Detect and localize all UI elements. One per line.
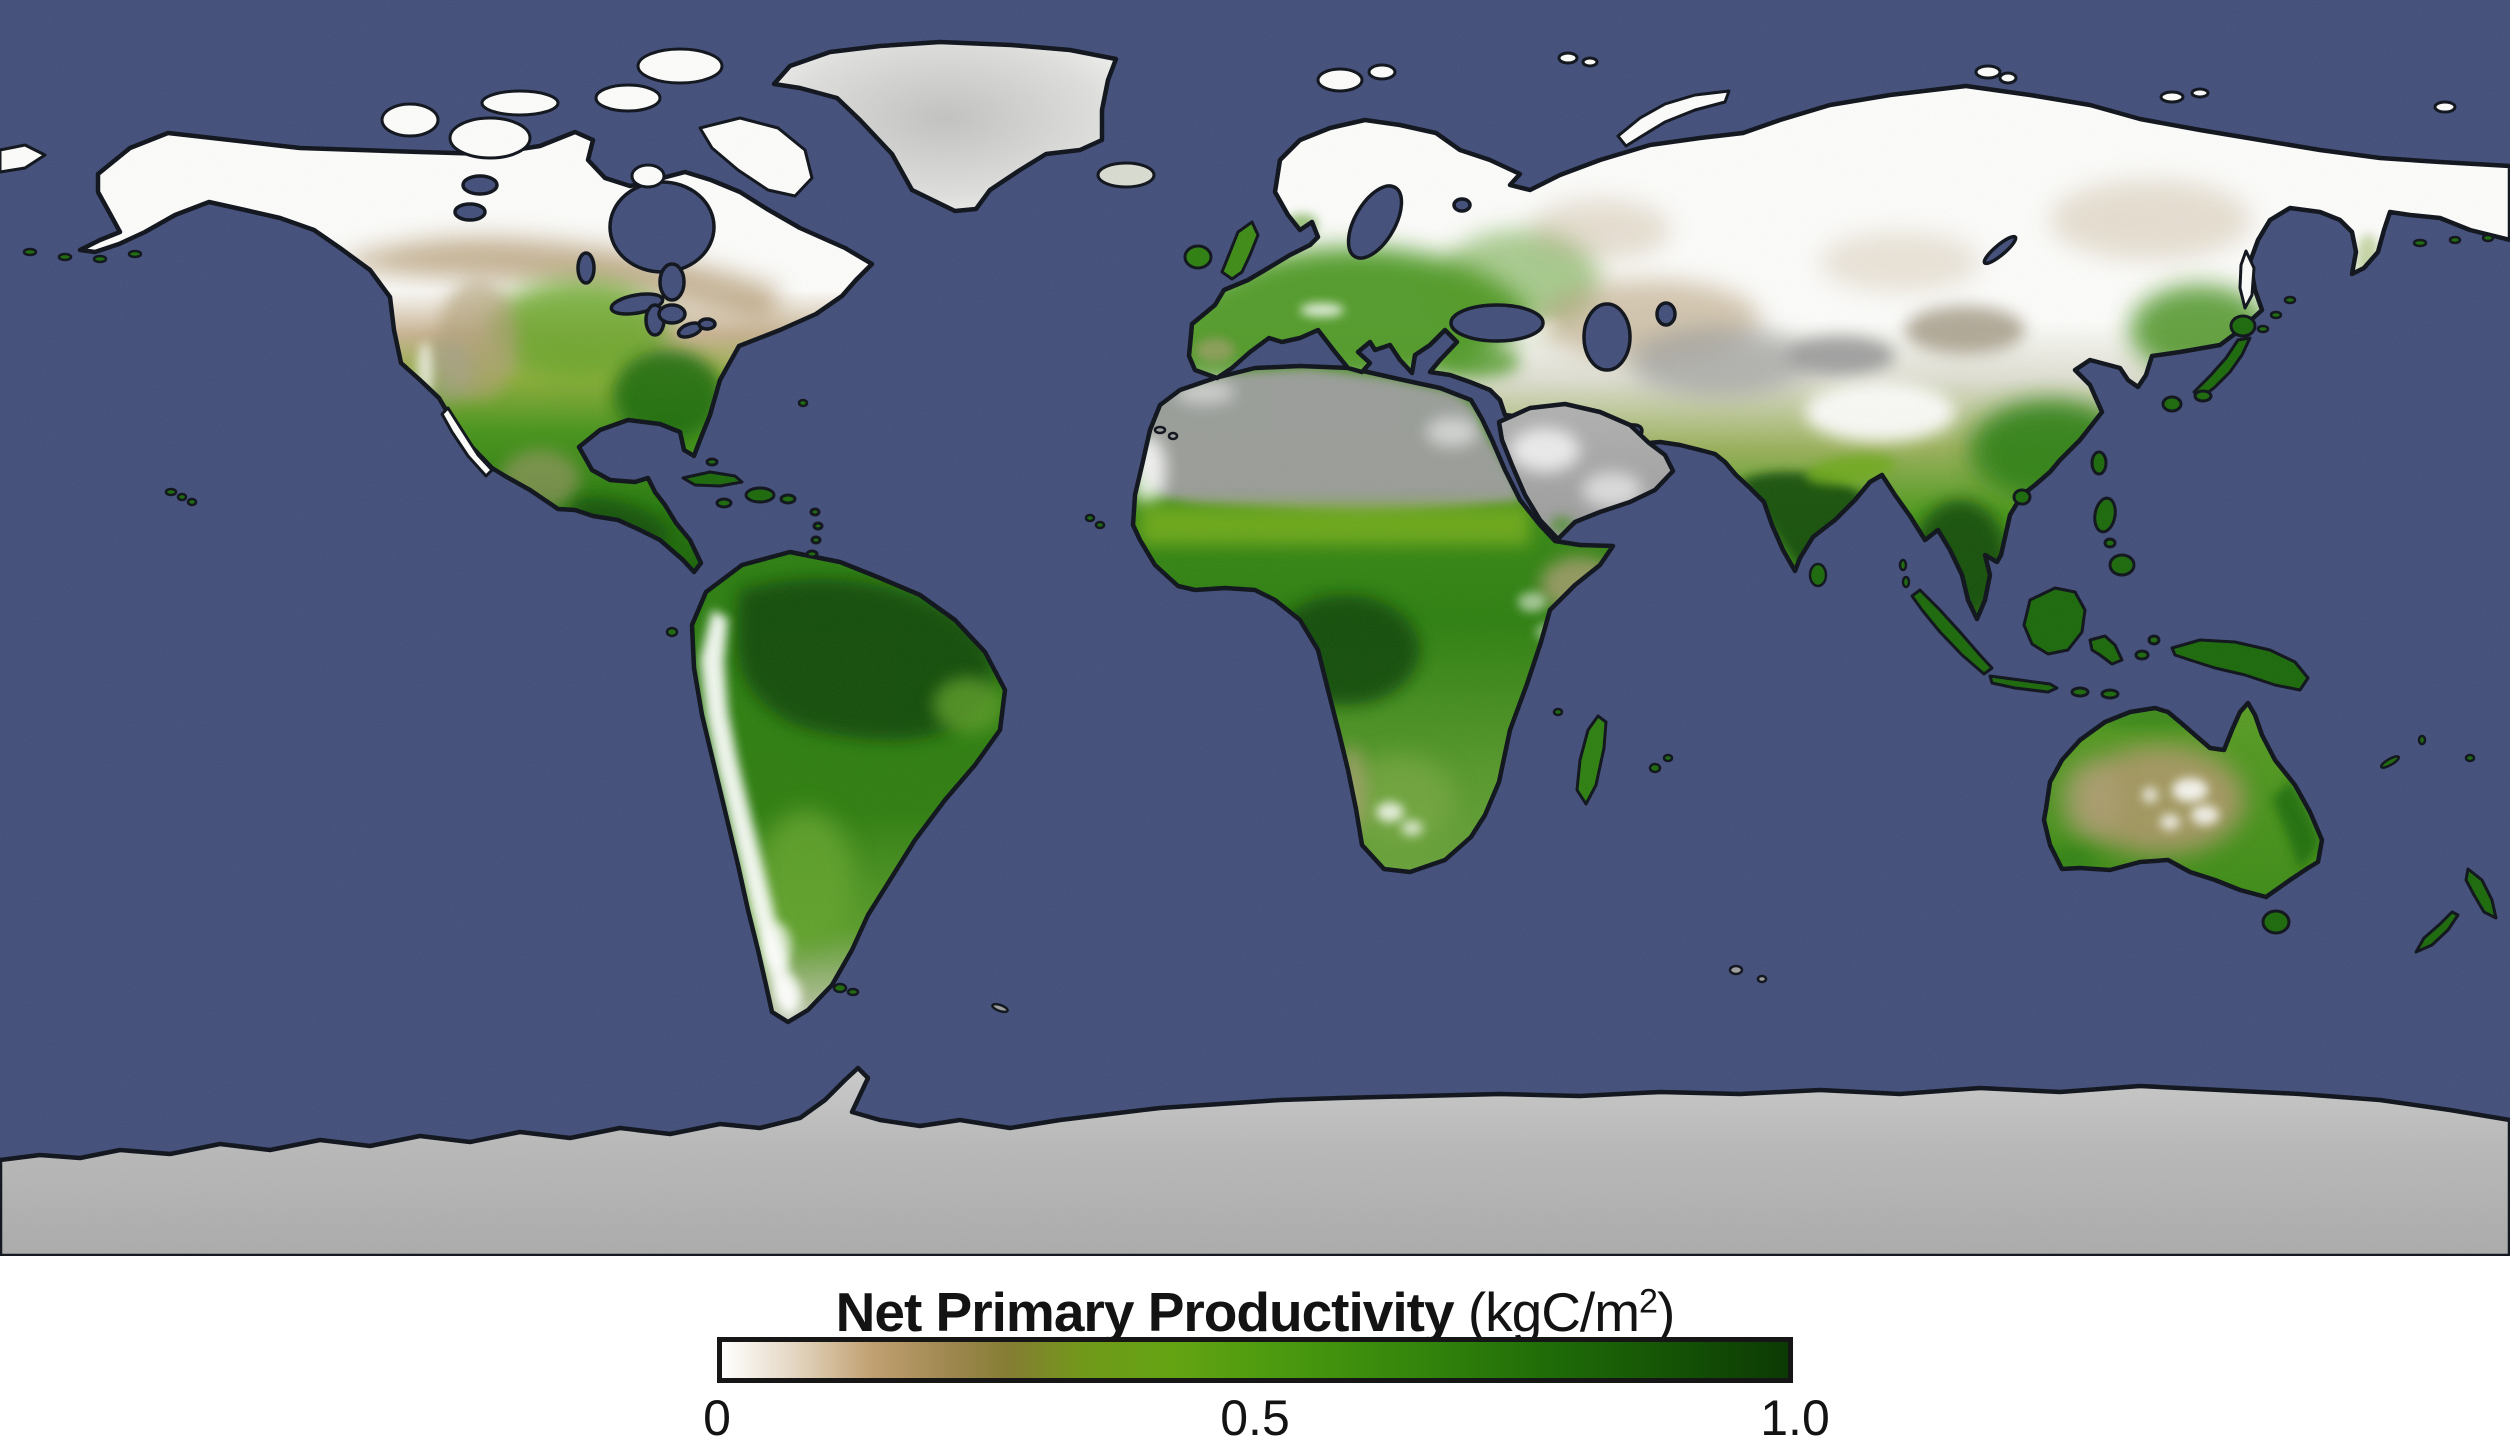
legend-title: Net Primary Productivity (kgC/m2) <box>0 1272 2510 1341</box>
legend-panel: Net Primary Productivity (kgC/m2) 0 0.5 … <box>0 1256 2510 1439</box>
world-map <box>0 0 2510 1256</box>
colorbar-tick-max: 1.0 <box>1760 1390 1830 1439</box>
colorbar-tick-min: 0 <box>703 1390 731 1439</box>
legend-title-text: Net Primary Productivity <box>835 1280 1455 1343</box>
legend-unit: (kgC/m2) <box>1467 1280 1676 1343</box>
map-texture <box>0 0 2510 1256</box>
colorbar <box>717 1337 1793 1383</box>
legend-unit-superscript: 2 <box>1639 1282 1658 1320</box>
colorbar-tick-mid: 0.5 <box>1220 1390 1290 1439</box>
colorbar-gradient <box>722 1342 1788 1378</box>
